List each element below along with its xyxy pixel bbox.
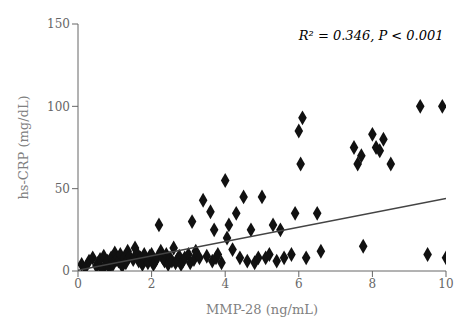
svg-text:hs-CRP (mg/dL): hs-CRP (mg/dL) [16, 95, 31, 199]
svg-text:10: 10 [438, 277, 453, 291]
svg-text:MMP-28 (ng/mL): MMP-28 (ng/mL) [206, 302, 318, 317]
html-text:R² = 0.346, P < 0.001: R² = 0.346, P < 0.001 [298, 28, 444, 43]
svg-text:2: 2 [148, 277, 156, 291]
svg-text:150: 150 [47, 17, 70, 31]
svg-text:0: 0 [62, 264, 70, 278]
svg-text:100: 100 [47, 100, 70, 114]
svg-text:6: 6 [295, 277, 303, 291]
svg-text:0: 0 [74, 277, 82, 291]
svg-text:50: 50 [55, 182, 70, 196]
svg-text:4: 4 [221, 277, 229, 291]
svg-text:8: 8 [369, 277, 377, 291]
